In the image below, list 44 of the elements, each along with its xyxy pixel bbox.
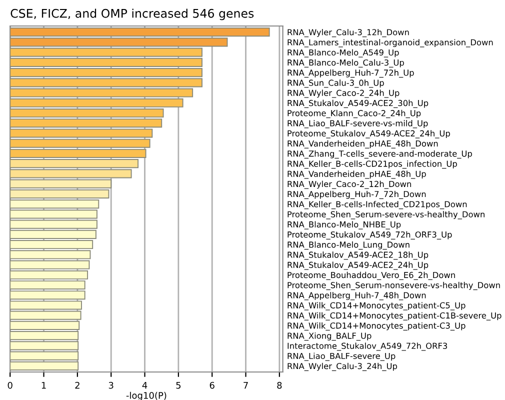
y-tick-label: RNA_Blanco-Melo_A549_Up	[288, 49, 399, 58]
x-tick-label: 1	[42, 382, 46, 389]
y-tick-label: RNA_Wilk_CD14+Monocytes_patient-C1B-severe_Up	[288, 312, 502, 320]
y-tick-label: RNA_Stukalov_A549-ACE2_18h_Up	[288, 252, 428, 260]
chart-title: CSE, FICZ, and OMP increased 546 genes	[10, 8, 254, 20]
y-tick-label: RNA_Appelberg_Huh-7_72h_Up	[288, 69, 414, 78]
y-tick-label: RNA_Wyler_Calu-3_12h_Down	[288, 28, 409, 38]
y-tick-label: RNA_Appelberg_Huh-7_72h_Down	[288, 190, 426, 199]
y-tick-label: RNA_Lamers_intestinal-organoid_expansion_Down	[288, 39, 493, 48]
y-tick-label: RNA_Xiong_BALF_Up	[288, 332, 372, 341]
y-tick-label: RNA_Sun_Calu-3_0h_Up	[288, 80, 384, 88]
y-tick-label: Proteome_Shen_Serum-nonsevere-vs-healthy_Down	[288, 282, 500, 290]
x-tick-label: 7	[244, 382, 248, 389]
y-tick-label: RNA_Wyler_Caco-2_12h_Down	[288, 180, 412, 189]
y-tick-label: RNA_Keller_B-cells-Infected_CD21pos_Down	[288, 200, 467, 210]
y-tick-label: RNA_Wyler_Calu-3_24h_Up	[288, 362, 398, 371]
y-tick-label: RNA_Zhang_T-cells_severe-and-moderate_Up	[288, 150, 472, 159]
x-tick-label: 5	[176, 382, 181, 389]
x-tick-label: 4	[142, 382, 148, 389]
y-tick-label: RNA_Blanco-Melo_NHBE_Up	[288, 221, 401, 230]
x-tick-label: 0	[8, 382, 12, 389]
y-tick-label: RNA_Stukalov_A549-ACE2_24h_Up	[288, 262, 428, 270]
x-tick-label: 2	[75, 382, 80, 389]
y-tick-label: RNA_Appelberg_Huh-7_48h_Down	[288, 292, 426, 300]
y-tick-label: RNA_Wyler_Caco-2_24h_Up	[288, 90, 400, 98]
x-tick-label: 8	[277, 382, 282, 389]
y-tick-label: Proteome_Stukalov_A549-ACE2_24h_Up	[288, 130, 450, 138]
x-tick-label: 3	[108, 382, 114, 389]
y-tick-label: Proteome_Bouhaddou_Vero_E6_2h_Down	[288, 272, 455, 280]
y-tick-label: Proteome_Klann_Caco-2_24h_Up	[288, 110, 421, 118]
y-tick-label: RNA_Stukalov_A549-ACE2_30h_Up	[288, 100, 428, 108]
y-tick-label: RNA_Keller_B-cells-CD21pos_infection_Up	[288, 160, 457, 169]
y-tick-label: RNA_Liao_BALF-severe-vs-mild_Up	[288, 120, 428, 128]
y-tick-label: RNA_Vanderheiden_pHAE_48h_Up	[288, 170, 426, 179]
y-tick-label: RNA_Wilk_CD14+Monocytes_patient-C5_Up	[288, 302, 466, 310]
y-tick-label: RNA_Wilk_CD14+Monocytes_patient-C3_Up	[288, 322, 466, 331]
y-tick-label: RNA_Liao_BALF-severe_Up	[288, 352, 396, 361]
x-tick-label: 6	[210, 382, 214, 389]
y-tick-label: Proteome_Shen_Serum-severe-vs-healthy_Down	[288, 211, 484, 220]
y-tick-label: Proteome_Stukalov_A549_72h_ORF3_Up	[288, 231, 452, 240]
y-tick-label: Interactome_Stukalov_A549_72h_ORF3	[288, 342, 448, 351]
y-tick-label: RNA_Vanderheiden_pHAE_48h_Down	[288, 140, 438, 148]
y-tick-label: RNA_Blanco-Melo_Lung_Down	[288, 241, 410, 250]
y-tick-label: RNA_Blanco-Melo_Calu-3_Up	[288, 59, 404, 68]
